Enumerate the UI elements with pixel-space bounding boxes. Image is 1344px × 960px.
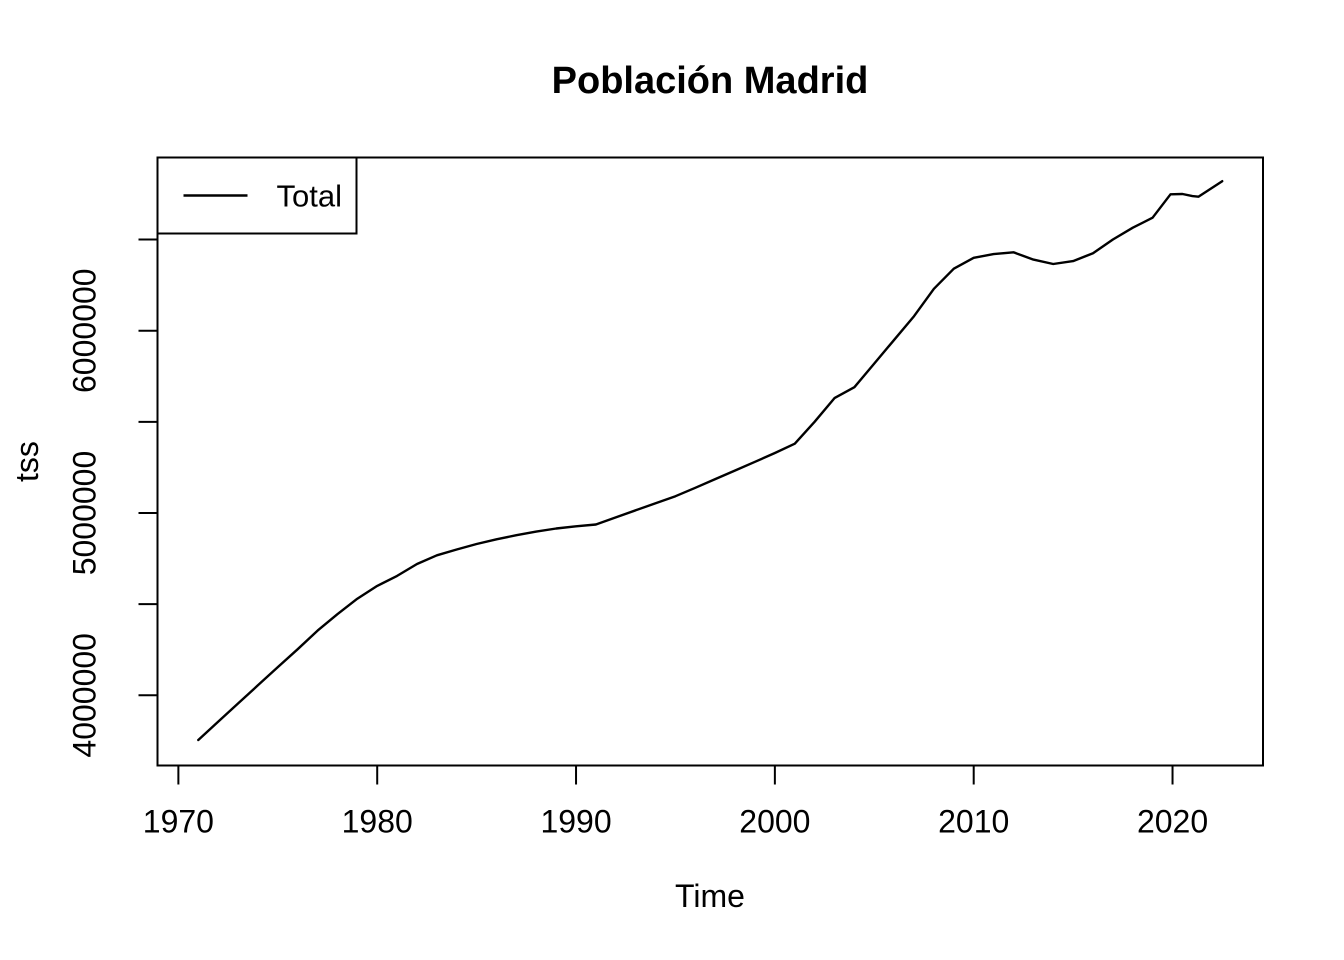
x-tick-label: 2010 xyxy=(938,804,1009,840)
x-axis: 1970 1980 1990 2000 2010 2020 xyxy=(143,765,1208,840)
y-axis-title: tss xyxy=(9,441,45,482)
x-tick-label: 1980 xyxy=(342,804,413,840)
x-axis-title: Time xyxy=(675,878,745,914)
legend-label: Total xyxy=(277,179,342,214)
x-tick-label: 2020 xyxy=(1137,804,1208,840)
legend: Total xyxy=(156,156,358,235)
x-tick-label: 1970 xyxy=(143,804,214,840)
y-axis: 4000000 5000000 6000000 xyxy=(67,238,158,758)
y-tick-label: 6000000 xyxy=(67,268,103,393)
plot-border xyxy=(156,156,1264,767)
y-tick-label: 4000000 xyxy=(67,633,103,758)
x-tick-label: 1990 xyxy=(540,804,611,840)
total-series-line xyxy=(197,179,1224,742)
chart-title: Población Madrid xyxy=(552,60,869,102)
x-tick-label: 2000 xyxy=(739,804,810,840)
y-tick-label: 5000000 xyxy=(67,451,103,576)
